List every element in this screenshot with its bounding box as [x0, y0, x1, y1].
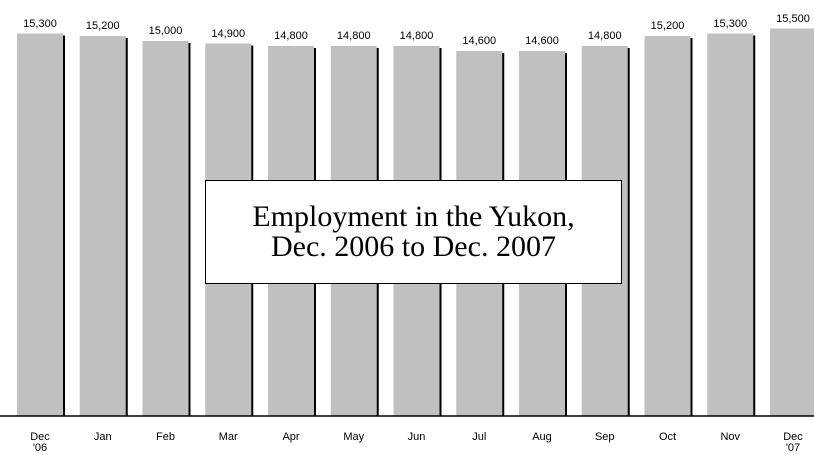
x-tick-label: Jul [472, 431, 487, 443]
bar-shadow [752, 35, 756, 416]
bar [142, 41, 189, 416]
x-tick-label: Mar [218, 431, 238, 443]
value-label: 14,800 [399, 30, 434, 42]
value-label: 15,300 [713, 17, 748, 30]
x-tick-label: Nov [720, 431, 741, 443]
bar [770, 28, 814, 416]
x-tick-label: Dec '06 [30, 431, 50, 454]
x-tick-label: Apr [282, 431, 300, 443]
bar-shadow [124, 38, 128, 416]
x-tick-label: Feb [156, 431, 175, 443]
value-label: 14,800 [587, 30, 622, 42]
x-tick-label: Sep [594, 431, 615, 443]
value-label: 14,600 [462, 35, 497, 47]
bar [644, 36, 691, 416]
value-label: 15,000 [148, 25, 183, 37]
x-tick-label: May [343, 431, 365, 443]
value-label: 15,200 [85, 20, 120, 32]
x-tick-label: Jan [93, 431, 112, 443]
bar-shadow [187, 43, 191, 416]
value-label: 15,300 [23, 17, 57, 30]
bar [707, 33, 754, 416]
chart-title: Employment in the Yukon, Dec. 2006 to De… [252, 200, 575, 263]
value-label: 15,200 [650, 20, 685, 32]
bar-shadow [689, 38, 693, 416]
x-tick-label: Dec '07 [783, 431, 803, 454]
value-label: 14,800 [274, 30, 308, 42]
value-label: 15,500 [776, 12, 810, 25]
bar-shadow [62, 35, 65, 416]
value-label: 14,800 [336, 30, 371, 42]
x-tick-label: Aug [532, 431, 552, 443]
value-label: 14,900 [211, 27, 246, 40]
value-label: 14,600 [525, 35, 559, 47]
title-box: Employment in the Yukon, Dec. 2006 to De… [205, 180, 622, 284]
x-tick-label: Oct [658, 431, 677, 443]
bar-shadow [626, 48, 630, 416]
x-tick-label: Jun [407, 431, 426, 443]
bar [17, 33, 63, 416]
bar [79, 36, 126, 416]
